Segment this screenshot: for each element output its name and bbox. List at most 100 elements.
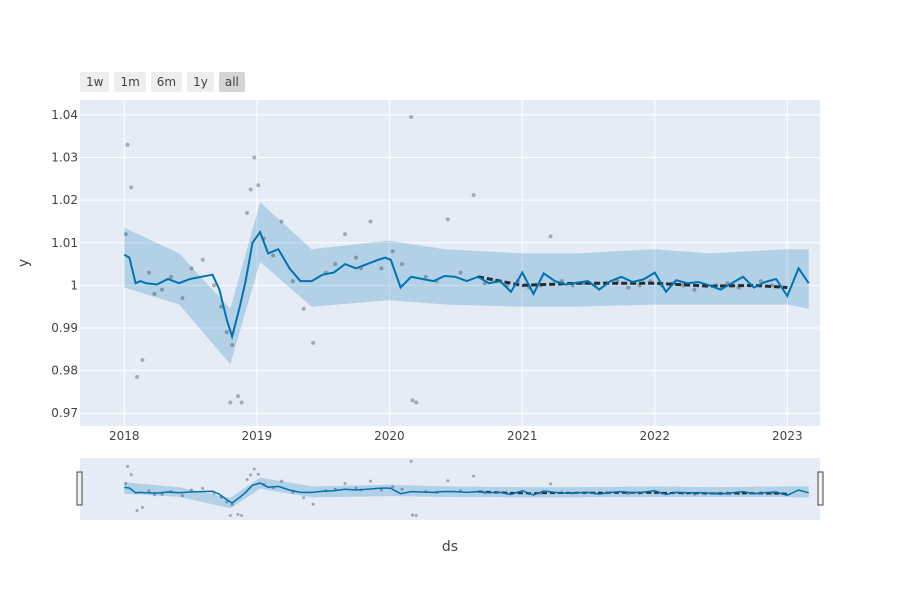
observed-point [256,183,261,188]
mini-point [472,474,476,478]
observed-point [125,142,130,147]
range-slider[interactable] [80,458,820,520]
trend-dashed-line [477,275,788,289]
mini-point [446,479,450,483]
mini-forecast [124,482,809,504]
forecast-path [123,229,810,341]
range-button-1m[interactable]: 1m [114,72,146,92]
mini-point [379,488,383,492]
observed-point [279,219,284,224]
observed-point [123,232,128,237]
uncertainty-band-area [124,202,809,365]
observed-point [409,115,414,120]
observed-point [189,266,194,271]
mini-point [249,473,253,477]
mini-point [391,485,395,489]
observed-point [471,193,476,198]
range-button-1y[interactable]: 1y [187,72,214,92]
mini-point [354,486,358,490]
observed-point [458,270,463,275]
observed-point [160,287,165,292]
observed-point [333,262,338,267]
observed-point [211,283,216,288]
mini-point [409,459,413,463]
observed-point [758,279,763,284]
observed-point [271,253,276,258]
observed-point [400,262,405,267]
mini-point [400,487,404,491]
y-axis-ticks: 0.97 0.98 0.99 1 1.01 1.02 1.03 1.04 [51,108,78,420]
range-slider-handle-right[interactable] [817,471,824,506]
observed-point [445,217,450,222]
mini-point [180,494,184,498]
observed-point [228,400,233,405]
mini-point [189,488,193,492]
mini-point [129,473,133,477]
observed-point [245,210,250,215]
mini-point [343,482,347,486]
mini-point [230,503,234,507]
mini-point [302,496,306,500]
x-tick-label: 2023 [772,429,803,443]
mini-point [126,465,130,469]
mini-point [124,482,128,486]
observed-point [248,187,253,192]
observed-point [368,219,373,224]
mini-point [245,477,249,481]
mini-point [291,490,295,494]
mini-point [236,512,240,516]
observed-point [379,266,384,271]
mini-point [140,505,144,509]
x-tick-label: 2020 [374,429,405,443]
observed-point [140,357,145,362]
x-tick-label: 2021 [507,429,538,443]
mini-point [280,479,284,483]
observed-point [180,296,185,301]
observed-point [152,291,157,296]
observed-point [414,400,419,405]
observed-point [353,255,358,260]
mini-point [368,479,372,483]
observed-point [311,340,316,345]
y-axis-title: y [16,259,32,267]
observed-point [343,232,348,237]
observed-point [626,285,631,290]
range-button-all[interactable]: all [218,72,245,92]
range-button-6m[interactable]: 6m [150,72,183,92]
y-tick-label: 0.99 [51,321,78,335]
mini-point [225,500,229,504]
x-axis-title: ds [442,539,458,555]
y-tick-label: 1.01 [51,236,78,250]
x-tick-label: 2019 [242,429,273,443]
observed-point [235,394,240,399]
mini-point [256,472,260,476]
observed-point [169,274,174,279]
range-button-1w[interactable]: 1w [80,72,110,92]
mini-point [549,482,553,486]
x-tick-label: 2018 [109,429,140,443]
observed-point [410,398,415,403]
observed-point [224,330,229,335]
mini-point [411,513,415,517]
plot-area[interactable] [80,100,820,426]
observed-point [219,304,224,309]
y-tick-label: 0.97 [51,406,78,420]
y-tick-label: 1.04 [51,108,78,122]
mini-point [414,514,418,518]
observed-point [146,270,151,275]
observed-point [200,257,205,262]
observed-point [301,306,306,311]
observed-point [548,234,553,239]
mini-point [228,514,232,518]
mini-point [135,509,139,513]
range-slider-preview [124,459,809,518]
observed-point [423,274,428,279]
observed-point [135,374,140,379]
observed-point [692,287,697,292]
x-axis-ticks: 2018 2019 2020 2021 2022 2023 [109,429,803,443]
range-slider-handle-left[interactable] [76,471,83,506]
observed-point [129,185,134,190]
range-selector: 1w 1m 6m 1y all [80,72,245,92]
y-tick-label: 1.02 [51,193,78,207]
mini-point [252,467,256,471]
